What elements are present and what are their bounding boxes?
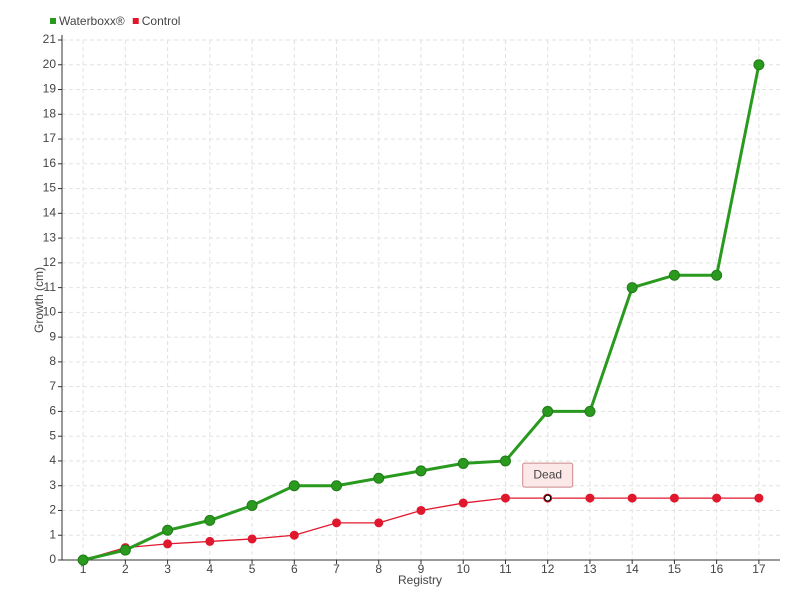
data-point bbox=[458, 498, 468, 508]
data-point bbox=[119, 544, 131, 556]
data-point bbox=[247, 534, 257, 544]
y-tick-label: 3 bbox=[49, 478, 56, 492]
y-tick-label: 11 bbox=[44, 280, 57, 294]
x-tick-label: 4 bbox=[206, 562, 213, 576]
data-point bbox=[374, 518, 384, 528]
x-tick-label: 9 bbox=[418, 562, 425, 576]
y-tick-label: 18 bbox=[43, 106, 57, 120]
data-point bbox=[669, 493, 679, 503]
x-tick-label: 3 bbox=[164, 562, 171, 576]
data-point bbox=[246, 500, 258, 512]
x-tick-label: 12 bbox=[541, 562, 555, 576]
data-point bbox=[289, 530, 299, 540]
x-tick-label: 1 bbox=[80, 562, 87, 576]
data-point bbox=[753, 59, 765, 71]
x-tick-label: 7 bbox=[333, 562, 340, 576]
y-tick-label: 15 bbox=[43, 181, 57, 195]
y-tick-label: 20 bbox=[43, 57, 57, 71]
data-point bbox=[711, 269, 723, 281]
y-axis-label: Growth (cm) bbox=[32, 267, 46, 333]
x-tick-label: 17 bbox=[752, 562, 766, 576]
data-point bbox=[627, 493, 637, 503]
x-tick-label: 5 bbox=[249, 562, 256, 576]
x-tick-label: 15 bbox=[668, 562, 682, 576]
annotation-text: Dead bbox=[533, 467, 562, 481]
data-point bbox=[331, 480, 343, 492]
legend-swatch bbox=[132, 18, 139, 24]
data-point bbox=[162, 524, 174, 536]
y-tick-label: 2 bbox=[49, 503, 56, 517]
y-tick-label: 13 bbox=[43, 230, 57, 244]
data-point bbox=[457, 457, 469, 469]
data-point bbox=[163, 539, 173, 549]
data-point bbox=[373, 472, 385, 484]
data-point bbox=[584, 405, 596, 417]
data-point bbox=[626, 282, 638, 294]
data-point bbox=[542, 405, 554, 417]
x-tick-label: 13 bbox=[583, 562, 597, 576]
y-tick-label: 9 bbox=[49, 329, 56, 343]
data-point bbox=[204, 514, 216, 526]
y-tick-label: 1 bbox=[49, 527, 56, 541]
y-tick-label: 21 bbox=[43, 32, 57, 46]
annotation-marker bbox=[544, 494, 552, 502]
x-tick-label: 6 bbox=[291, 562, 298, 576]
x-tick-label: 11 bbox=[499, 562, 512, 576]
y-tick-label: 5 bbox=[49, 428, 56, 442]
data-point bbox=[499, 455, 511, 467]
x-tick-label: 2 bbox=[122, 562, 129, 576]
data-point bbox=[668, 269, 680, 281]
x-tick-label: 14 bbox=[625, 562, 639, 576]
y-tick-label: 8 bbox=[49, 354, 56, 368]
y-tick-label: 14 bbox=[43, 206, 57, 220]
legend-label: Control bbox=[142, 14, 181, 28]
y-tick-label: 6 bbox=[49, 404, 56, 418]
data-point bbox=[754, 493, 764, 503]
y-tick-label: 16 bbox=[43, 156, 57, 170]
data-point bbox=[585, 493, 595, 503]
data-point bbox=[712, 493, 722, 503]
data-point bbox=[288, 480, 300, 492]
legend-label: Waterboxx® bbox=[59, 14, 125, 28]
y-tick-label: 12 bbox=[43, 255, 57, 269]
x-tick-label: 8 bbox=[375, 562, 382, 576]
y-tick-label: 17 bbox=[43, 131, 57, 145]
data-point bbox=[500, 493, 510, 503]
data-point bbox=[205, 536, 215, 546]
y-tick-label: 0 bbox=[49, 552, 56, 566]
data-point bbox=[77, 554, 89, 566]
data-point bbox=[416, 505, 426, 515]
x-tick-label: 10 bbox=[457, 562, 471, 576]
legend-swatch bbox=[50, 18, 56, 24]
data-point bbox=[415, 465, 427, 477]
y-tick-label: 4 bbox=[49, 453, 56, 467]
x-tick-label: 16 bbox=[710, 562, 724, 576]
y-tick-label: 19 bbox=[43, 82, 57, 96]
x-axis-label: Registry bbox=[398, 573, 442, 587]
y-tick-label: 10 bbox=[43, 305, 57, 319]
data-point bbox=[332, 518, 342, 528]
annotation-box bbox=[522, 462, 574, 488]
y-tick-label: 7 bbox=[49, 379, 56, 393]
